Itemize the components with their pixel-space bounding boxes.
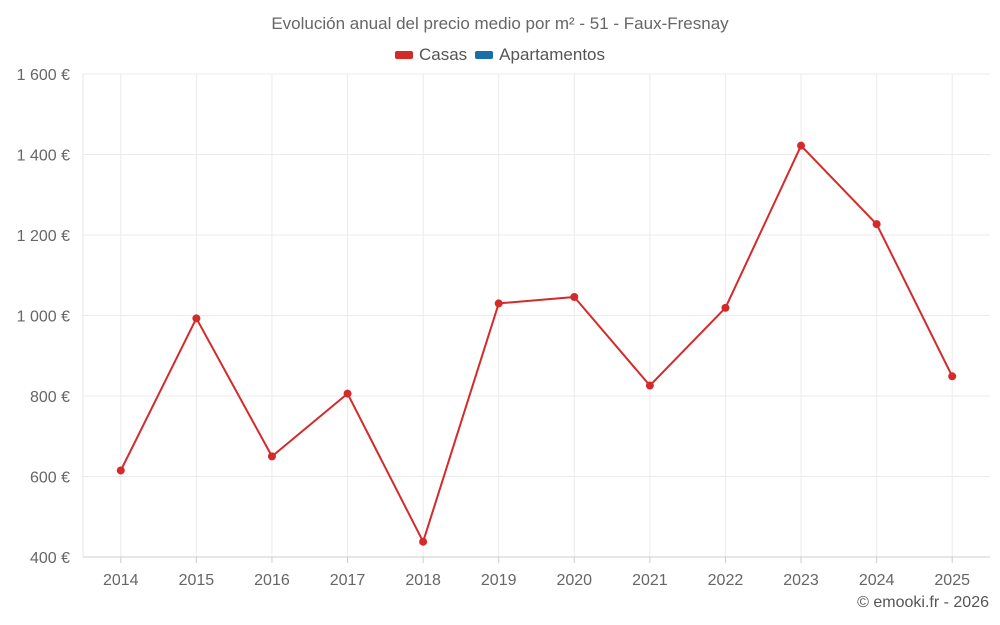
x-tick-label: 2025 bbox=[934, 572, 970, 589]
legend-item-apartamentos[interactable]: Apartamentos bbox=[475, 45, 605, 65]
axis-layer: 400 € 600 € 800 € 1 000 € 1 200 € 1 400 € 1 60… bbox=[17, 67, 990, 589]
data-point bbox=[872, 220, 881, 229]
chart-title: Evolución anual del precio medio por m² … bbox=[271, 14, 729, 33]
data-point bbox=[797, 141, 806, 150]
legend-swatch-apartamentos bbox=[475, 51, 494, 59]
series-line-casas bbox=[119, 144, 954, 543]
x-tick-label: 2018 bbox=[405, 572, 441, 589]
x-tick-label: 2023 bbox=[783, 572, 819, 589]
data-point bbox=[419, 537, 428, 546]
x-tick-label: 2014 bbox=[103, 572, 139, 589]
y-tick-label: 1 400 € bbox=[17, 148, 70, 165]
legend-swatch-casas bbox=[394, 51, 413, 59]
legend-item-casas[interactable]: Casas bbox=[394, 45, 468, 65]
data-point bbox=[192, 314, 201, 323]
data-point bbox=[570, 292, 579, 301]
credit-text: © emooki.fr - 2026 bbox=[857, 594, 989, 611]
x-tick-label: 2021 bbox=[632, 572, 668, 589]
x-tick-label: 2020 bbox=[556, 572, 592, 589]
x-tick-label: 2024 bbox=[859, 572, 895, 589]
y-tick-label: 600 € bbox=[30, 470, 70, 487]
x-tick-label: 2022 bbox=[708, 572, 744, 589]
data-point bbox=[116, 466, 125, 475]
data-point bbox=[645, 381, 654, 390]
legend-label-apartamentos: Apartamentos bbox=[499, 45, 606, 64]
series-layer bbox=[116, 141, 957, 546]
data-point bbox=[343, 389, 352, 398]
x-tick-label: 2019 bbox=[481, 572, 517, 589]
data-point bbox=[267, 452, 276, 461]
y-tick-label: 800 € bbox=[30, 389, 70, 406]
y-tick-label: 1 600 € bbox=[17, 67, 70, 84]
legend-label-casas: Casas bbox=[418, 45, 468, 64]
data-point bbox=[721, 303, 730, 312]
data-point bbox=[948, 372, 957, 381]
x-tick-label: 2016 bbox=[254, 572, 290, 589]
grid-layer bbox=[83, 73, 990, 558]
data-point bbox=[494, 299, 503, 308]
x-tick-label: 2015 bbox=[179, 572, 215, 589]
y-tick-label: 1 200 € bbox=[17, 228, 70, 245]
legend: Casas Apartamentos bbox=[0, 45, 1000, 65]
y-tick-label: 1 000 € bbox=[17, 309, 70, 326]
x-tick-label: 2017 bbox=[330, 572, 366, 589]
y-tick-label: 400 € bbox=[30, 550, 70, 567]
